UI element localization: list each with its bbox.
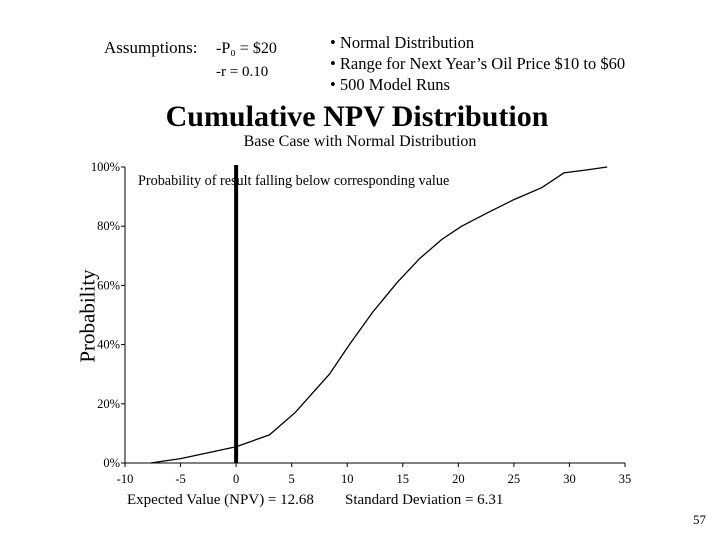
x-tick-label: 15 bbox=[397, 472, 410, 486]
assumption-initial-price: -P₀ = $20 bbox=[216, 40, 277, 57]
assumptions-label: Assumptions: bbox=[104, 38, 198, 57]
x-tick-label: 35 bbox=[619, 472, 632, 486]
bullet-item: • Range for Next Year’s Oil Price $10 to… bbox=[330, 54, 626, 73]
y-tick-label: 20% bbox=[97, 397, 120, 411]
x-tick-label: 0 bbox=[233, 472, 239, 486]
chart-subtitle: Base Case with Normal Distribution bbox=[243, 133, 477, 150]
x-tick-label: 25 bbox=[508, 472, 521, 486]
y-tick-label: 40% bbox=[97, 338, 120, 352]
y-tick-label: 80% bbox=[97, 219, 120, 233]
bullet-list: • Normal Distribution • Range for Next Y… bbox=[330, 32, 625, 95]
x-tick-label: 10 bbox=[341, 472, 354, 486]
bullet-item: • 500 Model Runs bbox=[330, 75, 450, 94]
y-tick-label: 60% bbox=[97, 278, 120, 292]
x-tick-label: 20 bbox=[452, 472, 465, 486]
y-tick-label: 0% bbox=[103, 456, 120, 470]
assumption-discount-rate: -r = 0.10 bbox=[216, 64, 269, 80]
x-tick-label: -10 bbox=[117, 472, 134, 486]
x-tick-label: 5 bbox=[289, 472, 295, 486]
x-tick-label: -5 bbox=[175, 472, 185, 486]
bullet-item: • Normal Distribution bbox=[330, 33, 475, 52]
standard-deviation-label: Standard Deviation = 6.31 bbox=[345, 492, 504, 508]
expected-value-label: Expected Value (NPV) = 12.68 bbox=[127, 492, 314, 508]
page-number: 57 bbox=[693, 512, 706, 527]
x-tick-label: 30 bbox=[563, 472, 576, 486]
chart-annotation: Probability of result falling below corr… bbox=[138, 173, 450, 189]
cumulative-probability-line bbox=[150, 166, 608, 464]
chart-title: Cumulative NPV Distribution bbox=[165, 100, 549, 133]
y-tick-label: 100% bbox=[91, 160, 120, 174]
